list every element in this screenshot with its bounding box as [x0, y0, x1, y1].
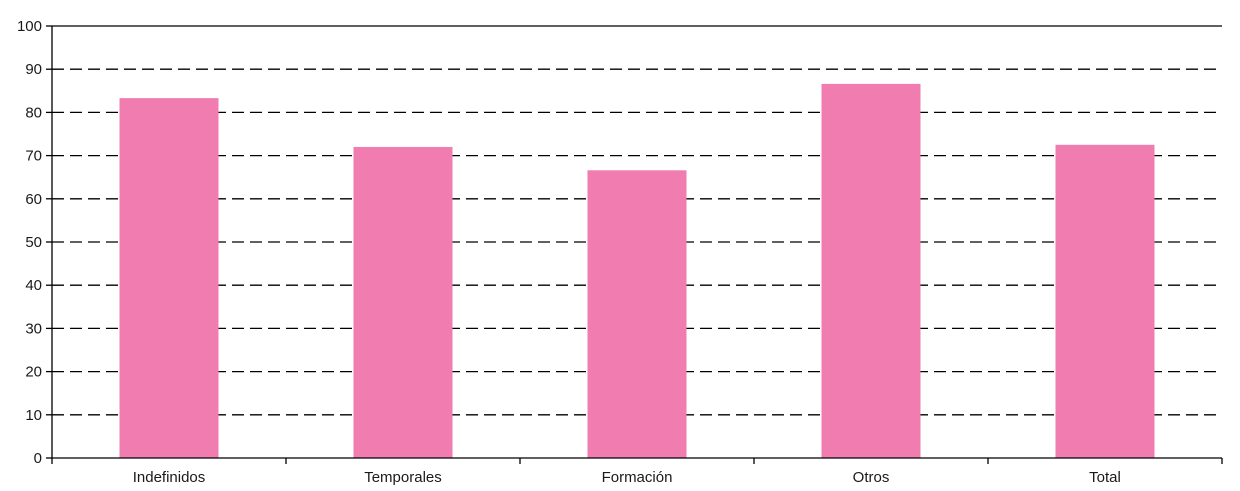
x-tick-labels: Indefinidos Temporales Formación Otros Total — [133, 469, 1121, 486]
y-tick-label-90: 90 — [25, 61, 42, 78]
x-tick-label-total: Total — [1089, 469, 1121, 486]
x-tick-label-indefinidos: Indefinidos — [133, 469, 206, 486]
x-tick-label-temporales: Temporales — [364, 469, 442, 486]
bar-formación — [587, 170, 687, 458]
bar-otros — [821, 83, 921, 458]
y-tick-labels: 0 10 20 30 40 50 60 70 80 90 100 — [17, 18, 42, 467]
x-tick-label-otros: Otros — [853, 469, 890, 486]
x-tick-label-formación: Formación — [602, 469, 673, 486]
bar-indefinidos — [119, 98, 219, 459]
y-tick-label-20: 20 — [25, 364, 42, 381]
y-tick-label-100: 100 — [17, 18, 42, 35]
y-tick-label-70: 70 — [25, 148, 42, 165]
bar-temporales — [353, 146, 453, 458]
y-tick-label-40: 40 — [25, 277, 42, 294]
bars — [119, 83, 1155, 459]
y-tick-label-80: 80 — [25, 104, 42, 121]
y-tick-label-10: 10 — [25, 407, 42, 424]
bar-total — [1055, 144, 1155, 459]
axes — [46, 25, 1223, 464]
y-tick-label-60: 60 — [25, 191, 42, 208]
y-tick-label-50: 50 — [25, 234, 42, 251]
y-tick-label-0: 0 — [34, 450, 42, 467]
y-tick-label-30: 30 — [25, 320, 42, 337]
